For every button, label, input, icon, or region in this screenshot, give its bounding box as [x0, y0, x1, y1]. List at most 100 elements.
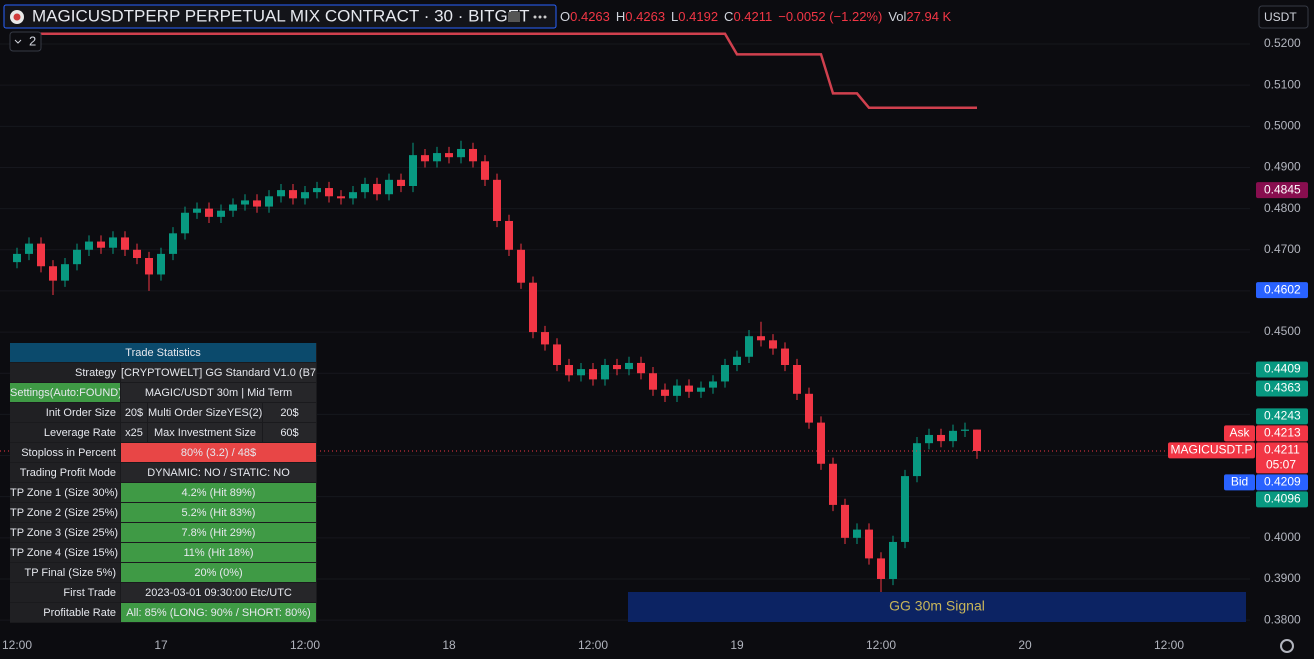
candle-body	[661, 389, 669, 396]
table-value: 20% (0%)	[121, 563, 317, 583]
table-value: [CRYPTOWELT] GG Standard V1.0 (B71)	[121, 363, 317, 383]
candle-body	[229, 204, 237, 211]
candle-body	[205, 208, 213, 217]
candle-body	[637, 362, 645, 374]
candle-body	[901, 476, 909, 542]
candle-body	[253, 200, 261, 207]
candle-body	[937, 434, 945, 442]
x-tick-label: 12:00	[2, 638, 32, 652]
candle-body	[325, 188, 333, 197]
table-label: First Trade	[10, 583, 121, 603]
table-value: 80% (3.2) / 48$	[121, 443, 317, 463]
table-value: DYNAMIC: NO / STATIC: NO	[121, 463, 317, 483]
candle-body	[589, 369, 597, 380]
table-label: Init Order Size	[10, 403, 121, 423]
candle-body	[553, 344, 561, 365]
candle-body	[277, 190, 285, 197]
y-tick-label: 0.4900	[1264, 160, 1301, 174]
candle-body	[793, 364, 801, 394]
candle-body	[433, 153, 441, 162]
table-value: 4.2% (Hit 89%)	[121, 483, 317, 503]
candle-body	[181, 212, 189, 234]
y-tick-label: 0.5100	[1264, 77, 1301, 91]
candle-body	[169, 233, 177, 254]
candle-body	[685, 385, 693, 392]
candle-body	[493, 179, 501, 221]
y-tick-label: 0.4300	[1264, 407, 1301, 421]
candle-body	[961, 429, 969, 431]
candle-body	[145, 258, 153, 275]
candle-body	[109, 237, 117, 248]
candle-body	[817, 422, 825, 464]
candle-body	[769, 340, 777, 349]
table-label: Strategy	[10, 363, 121, 383]
candle-body	[409, 155, 417, 186]
y-tick-label: 0.4800	[1264, 201, 1301, 215]
candle-body	[505, 220, 513, 250]
candle-body	[73, 249, 81, 265]
table-value: 20$	[121, 403, 148, 423]
y-tick-label: 0.4100	[1264, 489, 1301, 503]
candle-body	[925, 434, 933, 444]
table-label: Multi Order SizeYES(2)	[148, 403, 263, 423]
candle-body	[313, 188, 321, 193]
signal-label: GG 30m Signal	[889, 598, 985, 614]
candle-body	[397, 179, 405, 186]
y-tick-label: 0.4200	[1264, 448, 1301, 462]
candle-body	[517, 249, 525, 283]
candle-body	[973, 429, 981, 451]
table-value: 7.8% (Hit 29%)	[121, 523, 317, 543]
x-tick-label: 12:00	[578, 638, 608, 652]
y-tick-label: 0.5200	[1264, 36, 1301, 50]
candle-body	[721, 364, 729, 382]
table-value: All: 85% (LONG: 90% / SHORT: 80%)	[121, 603, 317, 623]
candle-body	[13, 253, 21, 263]
table-value: 2023-03-01 09:30:00 Etc/UTC	[121, 583, 317, 603]
x-tick-label: 20	[1018, 638, 1032, 652]
x-tick-label: 19	[730, 638, 744, 652]
candle-body	[709, 381, 717, 388]
x-tick-label: 12:00	[1154, 638, 1184, 652]
candle-body	[625, 362, 633, 370]
candle-body	[157, 253, 165, 275]
candle-body	[757, 336, 765, 341]
table-value: x25	[121, 423, 148, 443]
candle-body	[469, 148, 477, 162]
candle-body	[301, 192, 309, 199]
table-value: 20$	[263, 403, 317, 423]
table-label: TP Zone 4 (Size 15%)	[10, 543, 121, 563]
candle-body	[781, 348, 789, 365]
candle-body	[649, 373, 657, 390]
table-label: Max Investment Size	[148, 423, 263, 443]
candle-body	[289, 190, 297, 199]
candle-body	[217, 210, 225, 217]
candle-body	[577, 369, 585, 376]
candle-body	[49, 266, 57, 281]
candle-body	[121, 237, 129, 250]
candle-body	[889, 541, 897, 579]
candle-body	[697, 387, 705, 392]
candle-body	[601, 364, 609, 380]
candle-body	[421, 155, 429, 162]
table-label: Stoploss in Percent	[10, 443, 121, 463]
table-value: 5.2% (Hit 83%)	[121, 503, 317, 523]
candle-body	[913, 443, 921, 477]
candle-body	[337, 196, 345, 199]
candle-body	[373, 183, 381, 195]
candle-body	[385, 179, 393, 195]
stats-table: Trade Statistics Strategy [CRYPTOWELT] GG…	[10, 343, 317, 623]
candle-body	[805, 393, 813, 423]
table-value: MAGIC/USDT 30m | Mid Term	[121, 383, 317, 403]
candle-body	[61, 264, 69, 281]
candle-body	[241, 200, 249, 205]
candle-body	[853, 529, 861, 538]
table-label: Profitable Rate	[10, 603, 121, 623]
overlay-line	[17, 32, 977, 110]
candle-body	[37, 243, 45, 267]
candle-body	[673, 385, 681, 396]
table-label: TP Zone 2 (Size 25%)	[10, 503, 121, 523]
candle-body	[265, 196, 273, 207]
y-tick-label: 0.4700	[1264, 242, 1301, 256]
candle-body	[85, 241, 93, 250]
candle-body	[193, 208, 201, 213]
